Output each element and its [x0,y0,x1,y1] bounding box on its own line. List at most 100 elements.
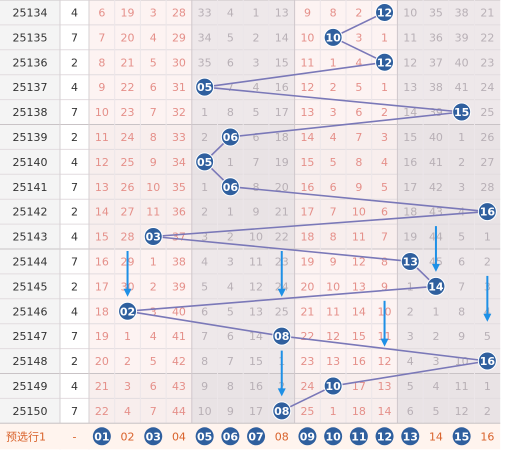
preselect-ball-07 [247,427,266,446]
hit-ball [272,401,292,421]
miss-count: 39 [455,31,469,44]
miss-count: 3 [150,305,157,318]
miss-count: 30 [172,56,186,69]
miss-count: 34 [172,156,186,169]
miss-count: 5 [381,181,388,194]
column-bg-15 [448,0,475,424]
preselect-ball-11 [349,427,368,446]
miss-count: 1 [124,330,131,343]
miss-count: 6 [201,305,208,318]
miss-count: 8 [330,6,337,19]
miss-count: 2 [227,231,234,244]
miss-count: 3 [124,380,131,393]
trend-arrow-head [277,288,286,297]
hit-ball-number: 05 [197,156,212,169]
miss-count: 13 [275,6,289,19]
miss-count: 15 [352,330,366,343]
miss-count: 17 [275,106,289,119]
miss-count: 26 [121,181,135,194]
miss-count: 16 [95,255,109,268]
issue-column: 25134 25135 25136 25137 25138 25139 25140 25141… [13,6,48,417]
miss-count: 22 [275,231,289,244]
miss-count: 5 [150,355,157,368]
sum-value: 4 [71,305,78,318]
miss-count: 20 [275,181,289,194]
column-bg-03 [140,0,167,424]
miss-count: 4 [458,206,465,219]
miss-count: 14 [403,106,417,119]
sum-value: 4 [71,6,78,19]
miss-count: 11 [146,206,160,219]
miss-count: 13 [326,355,340,368]
miss-count: 35 [429,6,443,19]
hit-ball-number: 06 [223,181,239,194]
miss-count: 2 [201,206,208,219]
miss-count: 9 [458,330,465,343]
miss-count: 1 [458,131,465,144]
miss-count: 28 [172,6,186,19]
miss-count: 5 [330,156,337,169]
sum-column: 4 7 2 4 7 2 4 7 2 4 7 2 4 7 2 4 7 [71,6,78,417]
miss-count: 21 [275,206,289,219]
miss-count: 12 [249,280,263,293]
sum-value: 2 [71,206,78,219]
issue-number: 25146 [13,305,48,318]
miss-count: 13 [249,305,263,318]
miss-count: 10 [146,181,160,194]
miss-count: 11 [403,31,417,44]
miss-count: 20 [95,355,109,368]
miss-count: 39 [172,280,186,293]
preselect-number: 05 [197,430,212,443]
miss-count: 2 [484,405,491,418]
sum-value: 7 [71,31,78,44]
column-bg-14 [423,0,449,424]
sum-value: 7 [71,405,78,418]
miss-count: 2 [432,330,439,343]
miss-count: 18 [403,206,417,219]
hit-ball-number: 06 [223,131,239,144]
miss-count: 11 [300,56,314,69]
issue-number: 25142 [13,206,48,219]
hit-ball [143,227,163,247]
issue-number: 25137 [13,81,48,94]
trend-arrows [123,226,492,397]
miss-count: 1 [484,380,491,393]
issue-number: 25143 [13,231,48,244]
miss-count: 25 [480,106,494,119]
miss-count: 13 [300,106,314,119]
issue-number: 25144 [13,255,48,268]
miss-count: 9 [227,405,234,418]
preselect-number: 01 [94,430,109,443]
trend-arrow-head [123,288,132,297]
miss-count: 1 [201,181,208,194]
miss-count: 33 [172,131,186,144]
miss-count: 39 [429,106,443,119]
sum-value: 2 [71,355,78,368]
miss-count: 8 [98,56,105,69]
miss-count: 6 [458,255,465,268]
miss-count: 9 [304,6,311,19]
hit-ball-number: 14 [428,280,444,293]
miss-count: 7 [253,156,260,169]
preselect-number: 03 [146,430,161,443]
hit-ball-number: 13 [403,255,418,268]
miss-count: 14 [249,330,263,343]
miss-count: 13 [352,280,366,293]
miss-count: 37 [429,56,443,69]
hit-ball [195,152,215,172]
miss-count: 15 [275,56,289,69]
miss-count: 3 [381,131,388,144]
preselect-footer-row: 预选行1 - 01 02 03 04 05 06 07 08 09 10 11 12 13 14 15 16 [0,422,501,450]
column-bg-01 [89,0,115,424]
miss-count: 7 [150,106,157,119]
miss-count: 8 [330,231,337,244]
miss-count: 18 [275,131,289,144]
miss-count: 1 [381,31,388,44]
miss-count: 4 [381,156,388,169]
issue-number: 25141 [13,181,48,194]
miss-count: 25 [121,156,135,169]
miss-count: 11 [455,380,469,393]
miss-count: 12 [352,255,366,268]
hit-ball-number: 08 [274,330,289,343]
miss-count: 2 [150,280,157,293]
